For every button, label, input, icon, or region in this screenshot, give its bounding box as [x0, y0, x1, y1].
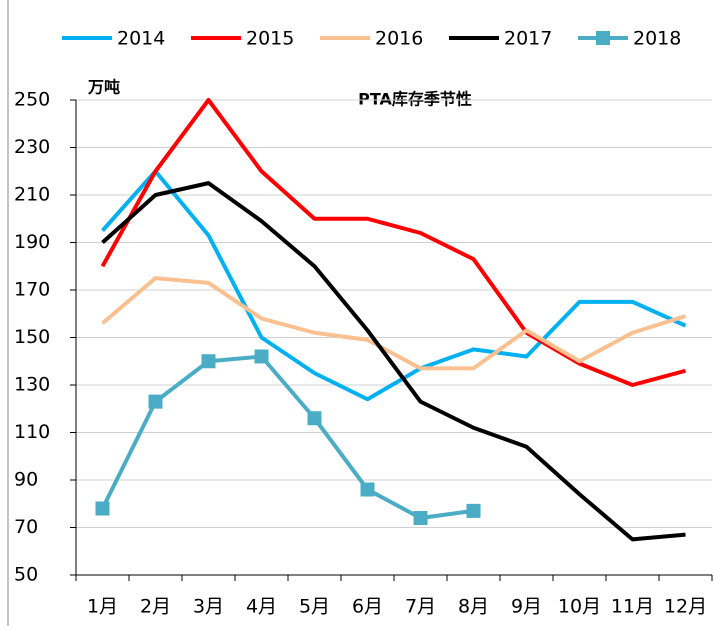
chart-title: PTA库存季节性	[358, 90, 472, 109]
x-tick-label: 11月	[611, 596, 654, 618]
legend-label: 2016	[375, 28, 423, 50]
y-tick-label: 150	[14, 326, 50, 348]
point-marker	[307, 411, 322, 426]
y-tick-label: 170	[14, 279, 50, 301]
y-unit: 万吨	[87, 78, 120, 97]
x-tick-label: 3月	[193, 596, 224, 618]
y-tick-label: 190	[14, 231, 50, 253]
x-tick-label: 4月	[246, 596, 277, 618]
x-tick-label: 10月	[558, 596, 601, 618]
y-tick-label: 90	[14, 469, 38, 491]
point-marker	[201, 354, 216, 369]
y-tick-label: 130	[14, 374, 50, 396]
series-line	[100, 354, 474, 520]
x-tick-label: 9月	[511, 596, 542, 618]
point-marker	[254, 349, 269, 364]
point-marker	[95, 501, 110, 516]
point-marker	[148, 394, 163, 409]
x-tick-label: 7月	[405, 596, 436, 618]
x-tick-label: 8月	[458, 596, 489, 618]
series-line	[101, 169, 687, 402]
legend-marker	[596, 31, 610, 45]
x-tick-label: 12月	[664, 596, 707, 618]
legend-label: 2018	[633, 28, 681, 50]
y-tick-label: 230	[14, 136, 50, 158]
point-marker	[360, 482, 375, 497]
x-tick-label: 6月	[352, 596, 383, 618]
x-tick-label: 5月	[299, 596, 330, 618]
series-line	[101, 181, 686, 542]
point-marker	[466, 503, 481, 518]
y-tick-label: 70	[14, 516, 38, 538]
y-tick-label: 250	[14, 89, 50, 111]
legend-label: 2015	[246, 28, 294, 50]
point-marker	[413, 511, 428, 525]
x-tick-label: 2月	[140, 596, 171, 618]
y-tick-label: 50	[14, 564, 38, 586]
series-line	[101, 276, 687, 371]
y-tick-label: 110	[14, 421, 50, 443]
x-tick-label: 1月	[87, 596, 118, 618]
y-tick-label: 210	[14, 184, 50, 206]
series-line	[100, 98, 687, 387]
legend-label: 2014	[117, 28, 165, 50]
legend-label: 2017	[504, 28, 552, 50]
